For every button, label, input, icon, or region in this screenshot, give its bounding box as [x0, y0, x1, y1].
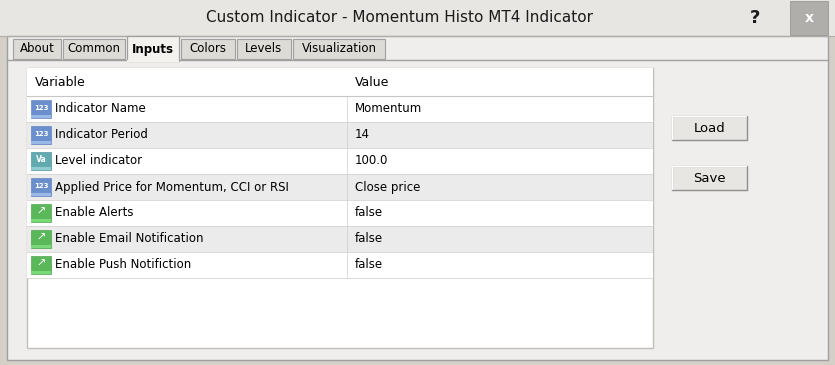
Text: Load: Load [694, 122, 726, 134]
Bar [31, 204, 51, 222]
Text: 123: 123 [33, 131, 48, 137]
Text: Visualization: Visualization [301, 42, 377, 55]
Text: Level indicator: Level indicator [55, 154, 142, 168]
Text: Value: Value [355, 76, 389, 88]
Bar [672, 166, 747, 190]
Text: 100.0: 100.0 [355, 154, 388, 168]
Text: Variable: Variable [35, 76, 86, 88]
Text: Common: Common [68, 42, 120, 55]
Text: Applied Price for Momentum, CCI or RSI: Applied Price for Momentum, CCI or RSI [55, 181, 289, 193]
Text: Close price: Close price [355, 181, 420, 193]
Bar [27, 174, 653, 200]
Text: ↗: ↗ [36, 207, 46, 217]
Text: ↗: ↗ [36, 233, 46, 243]
Text: Indicator Period: Indicator Period [55, 128, 148, 142]
Bar [31, 256, 51, 274]
Text: Inputs: Inputs [132, 42, 174, 55]
Text: Colors: Colors [190, 42, 226, 55]
Bar [31, 219, 51, 222]
Bar [127, 36, 179, 61]
Text: false: false [355, 258, 383, 272]
Bar [31, 193, 51, 196]
Text: About: About [19, 42, 54, 55]
Bar [27, 252, 653, 278]
Bar [31, 167, 51, 170]
Text: false: false [355, 233, 383, 246]
Text: Enable Alerts: Enable Alerts [55, 207, 134, 219]
Bar [27, 96, 653, 122]
Bar [27, 122, 653, 148]
Text: Momentum: Momentum [355, 103, 423, 115]
Bar [7, 36, 828, 360]
Text: 123: 123 [33, 105, 48, 111]
Text: Va: Va [36, 155, 47, 165]
Text: 14: 14 [355, 128, 370, 142]
Bar [27, 200, 653, 226]
Bar [27, 226, 653, 252]
Bar [13, 39, 61, 59]
Bar [31, 126, 51, 144]
Text: ?: ? [750, 9, 760, 27]
Bar [27, 68, 653, 96]
Bar [672, 116, 747, 140]
Bar [31, 178, 51, 196]
Bar [31, 152, 51, 170]
Bar [27, 148, 653, 174]
Bar [181, 39, 235, 59]
Bar [63, 39, 125, 59]
Bar [237, 39, 291, 59]
Bar [31, 141, 51, 144]
Text: Levels: Levels [245, 42, 282, 55]
Bar [31, 100, 51, 118]
Text: x: x [804, 11, 813, 25]
Text: Indicator Name: Indicator Name [55, 103, 146, 115]
Text: 123: 123 [33, 183, 48, 189]
Text: false: false [355, 207, 383, 219]
Bar [31, 245, 51, 248]
Text: Save: Save [693, 172, 726, 184]
Bar [31, 271, 51, 274]
Bar [0, 0, 835, 36]
Bar [27, 68, 653, 348]
Text: Custom Indicator - Momentum Histo MT4 Indicator: Custom Indicator - Momentum Histo MT4 In… [206, 11, 594, 26]
Bar [31, 230, 51, 248]
Text: ↗: ↗ [36, 259, 46, 269]
Bar [293, 39, 385, 59]
Bar [31, 115, 51, 118]
Text: Enable Email Notification: Enable Email Notification [55, 233, 204, 246]
Text: Enable Push Notifiction: Enable Push Notifiction [55, 258, 191, 272]
Bar [790, 1, 828, 35]
